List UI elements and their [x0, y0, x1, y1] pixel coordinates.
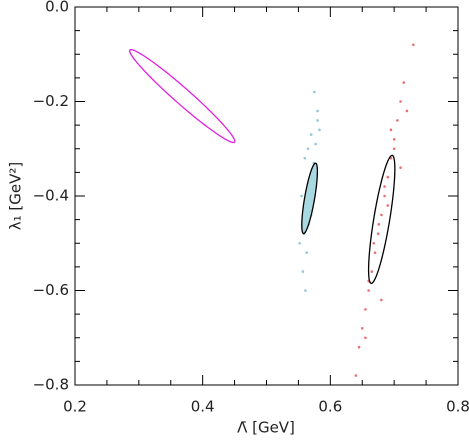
scatter-point: [399, 100, 402, 103]
scatter-point: [370, 270, 374, 273]
scatter-point: [357, 345, 361, 349]
scatter-point: [386, 204, 390, 207]
scatter-point: [367, 289, 370, 292]
scatter-point: [298, 241, 301, 245]
scatter-point: [405, 109, 409, 113]
ellipse: [128, 48, 236, 144]
scatter-point: [314, 142, 317, 146]
scatter-point: [313, 90, 316, 94]
scatter-point: [386, 175, 390, 179]
scatter-point: [402, 81, 406, 84]
scatter-point: [373, 251, 377, 254]
scatter-point: [376, 232, 380, 236]
y-tick-label: −0.6: [33, 281, 69, 299]
scatter-point: [305, 251, 309, 254]
plot-frame: [74, 6, 459, 386]
x-tick-label: 0.2: [63, 398, 87, 416]
scatter-point: [392, 138, 396, 141]
scatter-point: [316, 119, 319, 122]
scatter-point: [354, 374, 358, 377]
scatter-point: [380, 298, 383, 302]
scatter-point: [304, 289, 307, 292]
scatter-point: [318, 128, 321, 132]
x-tick-label: 0.8: [446, 398, 469, 416]
y-tick-label: 0.0: [45, 0, 69, 16]
ellipse: [301, 162, 319, 235]
scatter-point: [360, 327, 364, 330]
scatter-point: [399, 166, 402, 169]
scatter-point: [372, 241, 376, 245]
scatter-point: [377, 223, 381, 226]
scatter-point: [301, 270, 305, 273]
scatter-point: [306, 147, 310, 151]
scatter-point: [303, 156, 307, 160]
y-axis-label: λ₁ [GeV²]: [7, 162, 25, 231]
x-tick-label: 0.4: [191, 398, 215, 416]
scatter-point: [309, 133, 313, 136]
ellipse: [367, 154, 396, 285]
scatter-point: [389, 128, 393, 132]
scatter-point: [380, 213, 383, 217]
x-axis-label: Λ̄ [GeV]: [237, 419, 295, 437]
y-tick-label: −0.4: [33, 187, 69, 205]
scatter-point: [316, 109, 319, 113]
scatter-point: [383, 185, 386, 188]
y-tick-label: −0.2: [33, 92, 69, 110]
scatter-point: [412, 43, 415, 47]
scatter-point: [364, 308, 367, 311]
x-tick-label: 0.6: [318, 398, 342, 416]
scatter-point: [392, 147, 396, 151]
scatter-point: [396, 119, 399, 122]
y-tick-label: −0.8: [33, 376, 69, 394]
scatter-point: [383, 194, 386, 198]
scatter-point: [300, 194, 303, 198]
scatter-point: [364, 336, 367, 340]
